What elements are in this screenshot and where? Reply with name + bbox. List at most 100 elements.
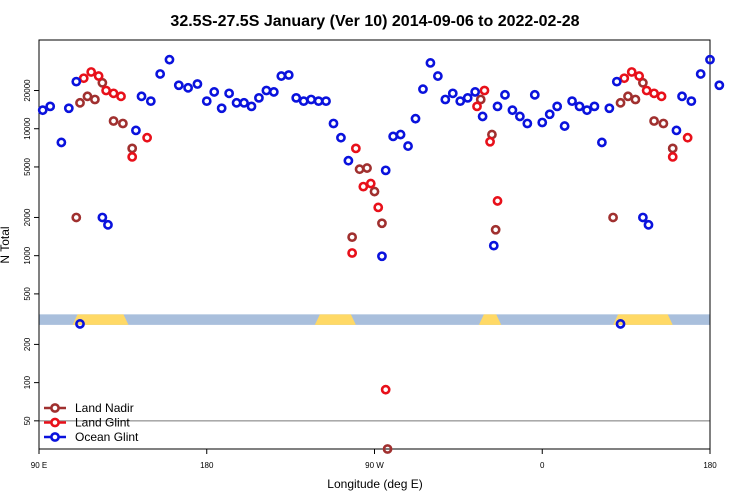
- chart-title: 32.5S-27.5S January (Ver 10) 2014-09-06 …: [170, 13, 579, 30]
- x-axis-label: Longitude (deg E): [327, 477, 422, 491]
- ocean-glint-point-42: [418, 84, 428, 95]
- ocean-glint-point-10: [145, 96, 156, 107]
- land-segment-2: [478, 314, 502, 325]
- land-glint-point-2: [93, 71, 104, 81]
- land-nadir-point-13: [382, 444, 393, 454]
- ocean-glint-point-39: [395, 129, 406, 140]
- y-tick-label-500: 500: [23, 287, 32, 301]
- ocean-glint-point-53: [500, 89, 510, 100]
- ocean-glint-point-5: [75, 319, 85, 329]
- land-glint-point-25: [682, 132, 693, 143]
- land-glint-point-0: [78, 73, 89, 84]
- plot-area: [38, 39, 711, 450]
- land-glint-point-16: [485, 136, 495, 147]
- land-nadir-point-11: [369, 186, 380, 197]
- land-glint-point-23: [656, 91, 667, 102]
- ocean-glint-point-12: [164, 54, 175, 65]
- x-axis: 90 E 180 90 W 0 180: [31, 449, 717, 470]
- ocean-glint-point-2: [56, 137, 67, 148]
- land-glint-point-24: [667, 151, 678, 162]
- ocean-glint-point-66: [596, 137, 607, 148]
- ocean-glint-point-64: [582, 105, 592, 116]
- ocean-glint-point-22: [246, 101, 257, 112]
- y-axis-label: N Total: [0, 226, 12, 263]
- y-tick-label-10000: 10000: [23, 117, 32, 140]
- ocean-glint-point-69: [615, 319, 626, 329]
- ocean-glint-point-76: [705, 54, 715, 65]
- y-tick-label-20000: 20000: [23, 79, 32, 102]
- ocean-glint-point-18: [216, 103, 227, 114]
- ocean-glint-point-20: [231, 97, 242, 108]
- land-nadir-point-9: [354, 164, 365, 175]
- ocean-glint-point-24: [261, 85, 272, 96]
- ocean-glint-point-62: [567, 96, 577, 107]
- legend-label-land-nadir: Land Nadir: [75, 401, 134, 415]
- ocean-glint-point-74: [686, 96, 697, 107]
- ocean-glint-point-61: [559, 121, 570, 131]
- land-nadir-point-7: [127, 143, 138, 154]
- ocean-glint-point-56: [522, 118, 533, 129]
- land-glint-point-19: [626, 67, 637, 77]
- y-tick-label-100: 100: [23, 375, 32, 389]
- ocean-glint-point-47: [455, 96, 466, 107]
- ocean-glint-point-9: [136, 91, 147, 102]
- ocean-glint-point-4: [71, 76, 82, 87]
- land-glint-point-6: [127, 151, 138, 162]
- ocean-glint-point-19: [224, 88, 235, 99]
- land-glint-point-17: [492, 196, 503, 206]
- ocean-glint-point-48: [462, 92, 473, 103]
- land-nadir-point-0: [71, 212, 82, 223]
- y-axis: 50 100 200 500 1000 2000 5000 10000 20000: [23, 79, 39, 425]
- ocean-glint-point-33: [328, 118, 339, 129]
- land-glint-point-4: [108, 88, 119, 99]
- land-glint-point-21: [641, 85, 652, 96]
- land-nadir-point-17: [608, 212, 618, 223]
- series-layer: [37, 54, 725, 454]
- ocean-glint-point-8: [131, 125, 141, 136]
- legend-marker-land-nadir: [50, 403, 60, 413]
- ocean-glint-point-1: [45, 101, 56, 112]
- y-tick-label-2000: 2000: [23, 208, 32, 226]
- land-nadir-point-18: [615, 97, 626, 108]
- land-segment-0: [72, 314, 129, 325]
- ocean-glint-point-11: [155, 69, 166, 79]
- ocean-glint-point-54: [507, 105, 518, 116]
- land-nadir-point-6: [117, 118, 128, 129]
- land-nadir-point-23: [658, 118, 669, 129]
- ocean-glint-point-52: [492, 101, 503, 112]
- land-glint-point-18: [619, 73, 630, 84]
- land-glint-point-13: [380, 384, 391, 395]
- land-glint-point-7: [142, 132, 153, 143]
- x-tick-label-0: 90 E: [31, 461, 47, 470]
- ocean-glint-point-30: [306, 94, 317, 105]
- ocean-glint-point-77: [714, 80, 725, 91]
- land-nadir-point-12: [377, 218, 387, 229]
- land-nadir-point-1: [75, 97, 85, 108]
- y-tick-label-1000: 1000: [23, 246, 32, 264]
- x-tick-label-4: 180: [703, 461, 717, 470]
- ocean-glint-point-21: [239, 97, 249, 108]
- land-glint-point-8: [347, 248, 358, 258]
- ocean-glint-point-32: [321, 96, 331, 107]
- ocean-glint-point-23: [254, 92, 264, 103]
- series-land-nadir: [71, 77, 678, 454]
- land-glint-point-1: [86, 67, 97, 77]
- land-nadir-point-19: [623, 91, 633, 102]
- land-glint-point-15: [479, 85, 490, 96]
- land-nadir-point-10: [362, 163, 372, 173]
- ocean-glint-point-36: [377, 251, 387, 262]
- ocean-glint-point-57: [529, 89, 540, 100]
- ocean-glint-point-45: [440, 94, 451, 105]
- ocean-glint-point-35: [343, 155, 354, 166]
- ocean-band: [39, 314, 710, 325]
- land-glint-point-22: [649, 88, 659, 99]
- land-glint-point-11: [365, 178, 376, 189]
- land-segment-3: [613, 314, 673, 325]
- ocean-glint-point-6: [97, 212, 108, 223]
- ocean-glint-point-16: [201, 96, 212, 107]
- ocean-glint-point-46: [447, 88, 458, 99]
- ocean-glint-point-15: [192, 79, 203, 89]
- ocean-glint-point-17: [209, 87, 220, 97]
- legend-marker-ocean-glint: [50, 432, 60, 442]
